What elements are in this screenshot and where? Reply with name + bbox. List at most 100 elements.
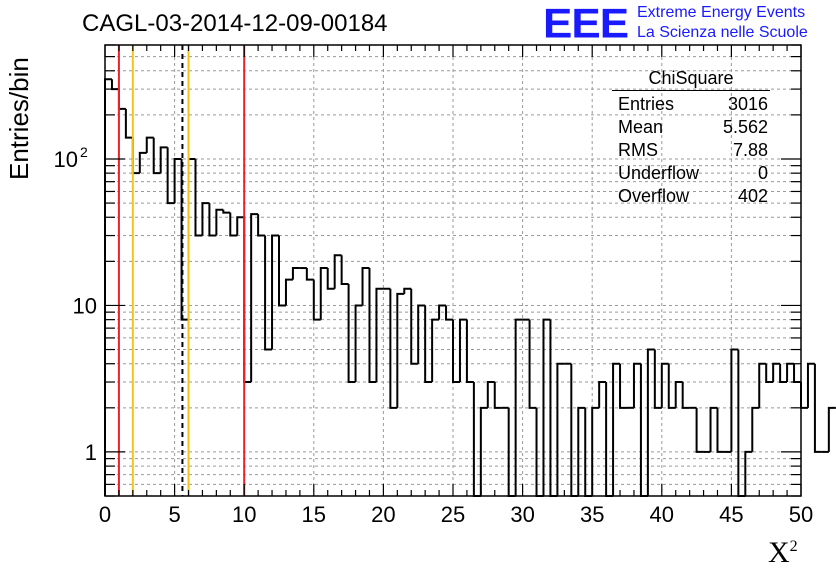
histogram-bin bbox=[389, 288, 398, 409]
histogram-bin bbox=[131, 137, 140, 175]
x-tick-label: 30 bbox=[510, 502, 534, 527]
histogram-bin bbox=[201, 202, 210, 236]
histogram-bin bbox=[424, 305, 433, 384]
histogram-bin bbox=[368, 268, 377, 384]
y-tick-label: 1 bbox=[85, 440, 97, 465]
histogram-bin bbox=[208, 203, 217, 237]
histogram-bin bbox=[730, 348, 739, 452]
histogram-bin bbox=[145, 136, 154, 153]
stats-row-mean: Mean 5.562 bbox=[612, 116, 772, 139]
histogram-bin bbox=[472, 382, 481, 497]
histogram-bin bbox=[410, 288, 419, 365]
histogram-bin bbox=[152, 137, 161, 175]
histogram-bin bbox=[646, 348, 655, 496]
x-tick-label: 15 bbox=[302, 502, 326, 527]
x-tick-label: 25 bbox=[441, 502, 465, 527]
histogram-bin bbox=[674, 381, 683, 408]
histogram-bin bbox=[124, 108, 133, 139]
histogram-bin bbox=[110, 79, 119, 91]
histogram-bin bbox=[619, 363, 627, 409]
histogram-bin bbox=[229, 212, 238, 237]
y-tick-label-exponent: 2 bbox=[80, 144, 88, 160]
marker-lines bbox=[117, 45, 246, 496]
stats-box: ChiSquare Entries 3016 Mean 5.562 RMS 7.… bbox=[612, 68, 772, 208]
histogram-bin bbox=[264, 235, 273, 351]
x-tick-label: 45 bbox=[719, 502, 743, 527]
histogram-bin bbox=[417, 304, 426, 364]
x-tick-label: 50 bbox=[789, 502, 813, 527]
stats-row-overflow: Overflow 402 bbox=[612, 185, 772, 208]
histogram-bin bbox=[744, 450, 753, 496]
histogram-bin bbox=[117, 89, 126, 110]
histogram-bin bbox=[486, 381, 495, 408]
x-tick-label: 20 bbox=[371, 502, 395, 527]
y-tick-label: 10 bbox=[73, 293, 97, 318]
histogram-bin bbox=[375, 287, 384, 383]
histogram-bin bbox=[159, 146, 168, 174]
histogram-bin bbox=[173, 157, 182, 204]
stats-label: RMS bbox=[618, 140, 658, 160]
stats-title: ChiSquare bbox=[612, 68, 770, 91]
histogram-bin bbox=[737, 349, 746, 497]
histogram-bin bbox=[765, 363, 774, 384]
histogram-bin bbox=[556, 362, 565, 496]
histogram-bin bbox=[222, 209, 231, 214]
x-axis-label-base: X bbox=[768, 536, 790, 569]
histogram-bin bbox=[716, 407, 725, 453]
x-axis-label: X2 bbox=[768, 536, 798, 570]
histogram-bin bbox=[312, 279, 321, 321]
histogram-bin bbox=[639, 363, 648, 497]
stats-row-underflow: Underflow 0 bbox=[612, 162, 772, 185]
histogram-bin bbox=[215, 208, 224, 236]
x-tick-label: 35 bbox=[580, 502, 604, 527]
y-tick-label-base: 10 bbox=[73, 293, 97, 318]
histogram-bin bbox=[514, 318, 523, 496]
histogram-bin bbox=[786, 362, 795, 383]
histogram-bin bbox=[660, 362, 669, 408]
histogram-bin bbox=[827, 406, 836, 452]
histogram-bin bbox=[779, 363, 788, 384]
histogram-bin bbox=[138, 151, 147, 174]
histogram-bin bbox=[354, 304, 363, 383]
histogram-bin bbox=[458, 318, 467, 383]
histogram-bin bbox=[291, 267, 300, 280]
histogram-bin bbox=[667, 363, 676, 409]
histogram-bin bbox=[577, 406, 586, 496]
histogram-bin bbox=[598, 381, 607, 408]
histogram-bin bbox=[758, 362, 767, 408]
histogram-bin bbox=[194, 158, 203, 237]
stats-label: Mean bbox=[618, 117, 664, 137]
histogram-bin bbox=[793, 363, 801, 384]
stats-label: Underflow bbox=[618, 163, 700, 183]
histogram-bin bbox=[438, 304, 447, 320]
histogram-bin bbox=[396, 292, 405, 408]
histogram-bin bbox=[243, 217, 252, 384]
histogram-bin bbox=[361, 267, 370, 306]
histogram-bin bbox=[271, 234, 279, 350]
histogram-bin bbox=[528, 319, 537, 409]
histogram-bin bbox=[236, 216, 245, 236]
histogram-bin bbox=[340, 255, 349, 286]
histogram-bin bbox=[612, 362, 621, 496]
stats-value: 7.88 bbox=[732, 140, 768, 160]
histogram-bin bbox=[493, 382, 502, 409]
axes bbox=[104, 44, 802, 497]
histogram-bin bbox=[681, 382, 690, 409]
stats-row-entries: Entries 3016 bbox=[612, 93, 772, 116]
histogram-bin bbox=[591, 406, 600, 496]
histogram-bin bbox=[305, 268, 314, 281]
histogram-bin bbox=[709, 406, 718, 452]
histogram-bin bbox=[333, 254, 342, 289]
histogram-bin bbox=[479, 406, 488, 496]
stats-value: 3016 bbox=[727, 94, 768, 114]
histogram-bin bbox=[445, 305, 453, 321]
x-tick-label: 0 bbox=[99, 502, 111, 527]
histogram-bin bbox=[465, 319, 474, 384]
chart-title: CAGL-03-2014-12-09-00184 bbox=[82, 10, 388, 37]
histogram-bin bbox=[772, 362, 781, 383]
histogram-bin bbox=[347, 284, 356, 384]
histogram-bin bbox=[166, 147, 175, 205]
stats-value: 5.562 bbox=[722, 117, 768, 137]
histogram-bin bbox=[187, 157, 196, 320]
